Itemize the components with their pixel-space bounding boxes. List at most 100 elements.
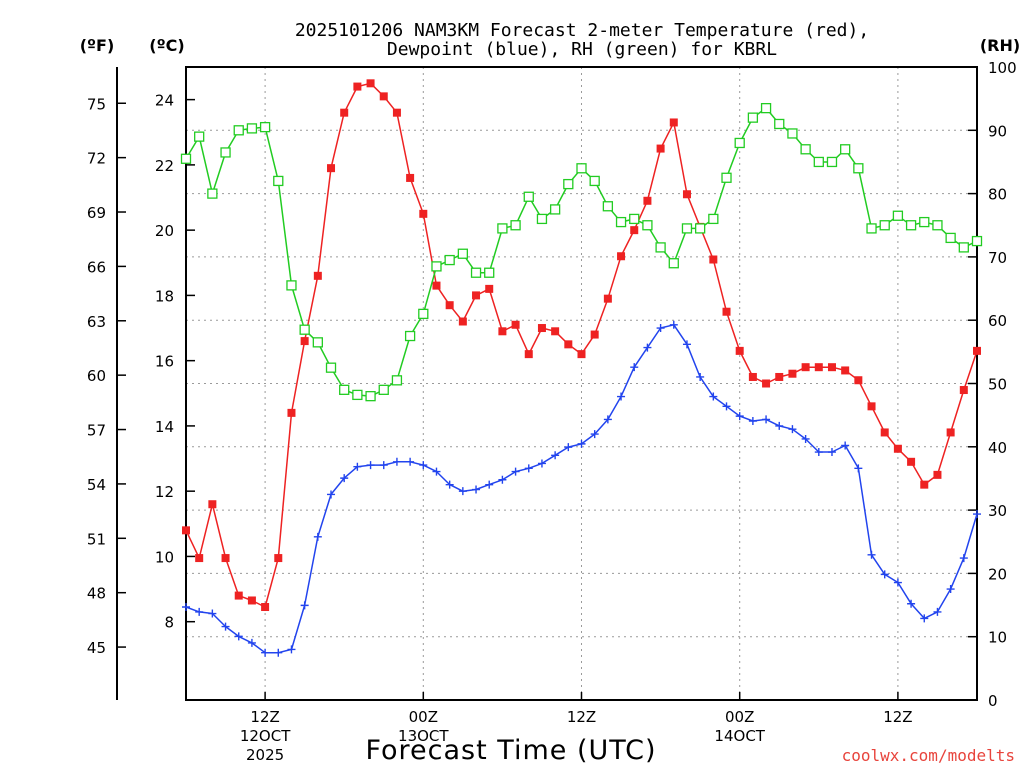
- rh-point: [325, 362, 337, 373]
- fahrenheit-tick-label: 72: [87, 150, 106, 168]
- celsius-tick-label: 10: [155, 548, 174, 566]
- temperature-point: [313, 271, 322, 280]
- temperature-point: [669, 118, 678, 127]
- rh-point: [787, 128, 798, 139]
- dewpoint-point: [682, 340, 691, 349]
- dewpoint-point: [247, 638, 256, 647]
- rh-point: [220, 147, 231, 158]
- fahrenheit-tick-label: 45: [87, 639, 106, 657]
- fahrenheit-tick-label: 51: [87, 530, 106, 548]
- dewpoint-point: [788, 425, 797, 434]
- temperature-point: [577, 350, 586, 359]
- x-axis-title: Forecast Time (UTC): [365, 735, 656, 766]
- temperature-point: [946, 428, 955, 437]
- temperature-point: [195, 554, 204, 563]
- dewpoint-point: [261, 648, 270, 657]
- x-tick-label-date: 12OCT: [240, 727, 291, 745]
- temperature-point: [959, 386, 968, 395]
- temperature-point: [379, 92, 388, 101]
- rh-point: [312, 337, 323, 348]
- rh-point: [431, 261, 442, 272]
- fahrenheit-tick-label: 75: [87, 95, 106, 113]
- rh-point: [879, 220, 890, 231]
- temperature-point: [208, 500, 217, 509]
- rh-tick-label: 100: [988, 59, 1017, 77]
- dewpoint-point: [485, 480, 494, 489]
- rh-point: [866, 223, 877, 234]
- celsius-tick-label: 8: [164, 614, 174, 632]
- rh-tick-label: 0: [988, 692, 998, 710]
- temperature-point: [445, 301, 454, 310]
- temperature-point: [762, 379, 771, 388]
- rh-point: [286, 280, 297, 291]
- dewpoint-point: [920, 614, 929, 623]
- dewpoint-point: [748, 417, 757, 426]
- dewpoint-point: [630, 363, 639, 372]
- temperature-point: [551, 327, 560, 336]
- dewpoint-point: [577, 439, 586, 448]
- celsius-axis-unit: (ºC): [149, 36, 184, 55]
- dewpoint-point: [893, 578, 902, 587]
- rh-point: [589, 175, 600, 187]
- rh-point: [365, 391, 376, 402]
- temperature-point: [630, 226, 639, 235]
- rh-point: [932, 220, 943, 231]
- temperature-point: [498, 327, 507, 336]
- fahrenheit-tick-label: 48: [87, 585, 106, 603]
- celsius-tick-label: 20: [155, 222, 174, 240]
- rh-point: [826, 156, 838, 168]
- temperature-point: [221, 554, 230, 563]
- fahrenheit-tick-label: 54: [87, 476, 106, 494]
- x-tick-label-time: 00Z: [725, 708, 754, 726]
- rh-point: [563, 178, 574, 190]
- temperature-point: [182, 526, 190, 535]
- dewpoint-point: [537, 459, 546, 468]
- temperature-point: [392, 108, 401, 117]
- temperature-point: [933, 470, 942, 479]
- rh-point: [418, 308, 429, 320]
- chart-title-line-2: Dewpoint (blue), RH (green) for KBRL: [387, 39, 777, 60]
- temperature-point: [656, 144, 665, 153]
- rh-point: [747, 112, 759, 123]
- rh-point: [378, 384, 389, 395]
- dewpoint-point: [274, 648, 283, 657]
- rh-tick-label: 50: [988, 376, 1007, 394]
- temperature-point: [841, 366, 850, 375]
- temperature-point: [366, 79, 375, 88]
- rh-tick-label: 80: [988, 186, 1007, 204]
- x-tick-label-date: 13OCT: [398, 727, 449, 745]
- dewpoint-point: [603, 415, 612, 424]
- temperature-point: [247, 596, 256, 605]
- rh-point: [207, 188, 218, 199]
- temperature-point: [735, 346, 744, 355]
- dewpoint-point: [801, 434, 810, 443]
- rh-point: [655, 242, 666, 253]
- credit-text: coolwx.com/modelts: [842, 746, 1015, 765]
- dewpoint-point: [722, 402, 731, 411]
- dewpoint-point: [195, 607, 204, 616]
- rh-point: [774, 118, 785, 130]
- dewpoint-point: [472, 485, 481, 494]
- rh-point: [708, 213, 719, 225]
- dewpoint-point: [445, 480, 454, 489]
- axes: 45 48 51 54 57 60 63 66 69 72 75 8 10 12 14 16 18 20 22 24 0…: [87, 59, 1017, 764]
- temperature-point: [893, 444, 902, 453]
- dewpoint-point: [366, 461, 375, 470]
- temperature-point: [406, 173, 415, 182]
- rh-point: [602, 201, 614, 212]
- temperature-point: [419, 209, 428, 218]
- temperature-point: [814, 363, 823, 372]
- fahrenheit-tick-label: 63: [87, 313, 106, 331]
- dewpoint-point: [419, 461, 428, 470]
- temperature-point: [274, 554, 283, 563]
- series-line-temperature: [185, 82, 978, 608]
- rh-point: [470, 267, 482, 278]
- rh-tick-label: 20: [988, 565, 1007, 583]
- temperature-point: [709, 255, 718, 264]
- rh-point: [681, 223, 693, 234]
- temperature-point: [880, 428, 889, 437]
- temperature-point: [234, 591, 243, 600]
- rh-point: [840, 144, 851, 155]
- dewpoint-point: [406, 457, 415, 466]
- temperature-point: [353, 82, 362, 91]
